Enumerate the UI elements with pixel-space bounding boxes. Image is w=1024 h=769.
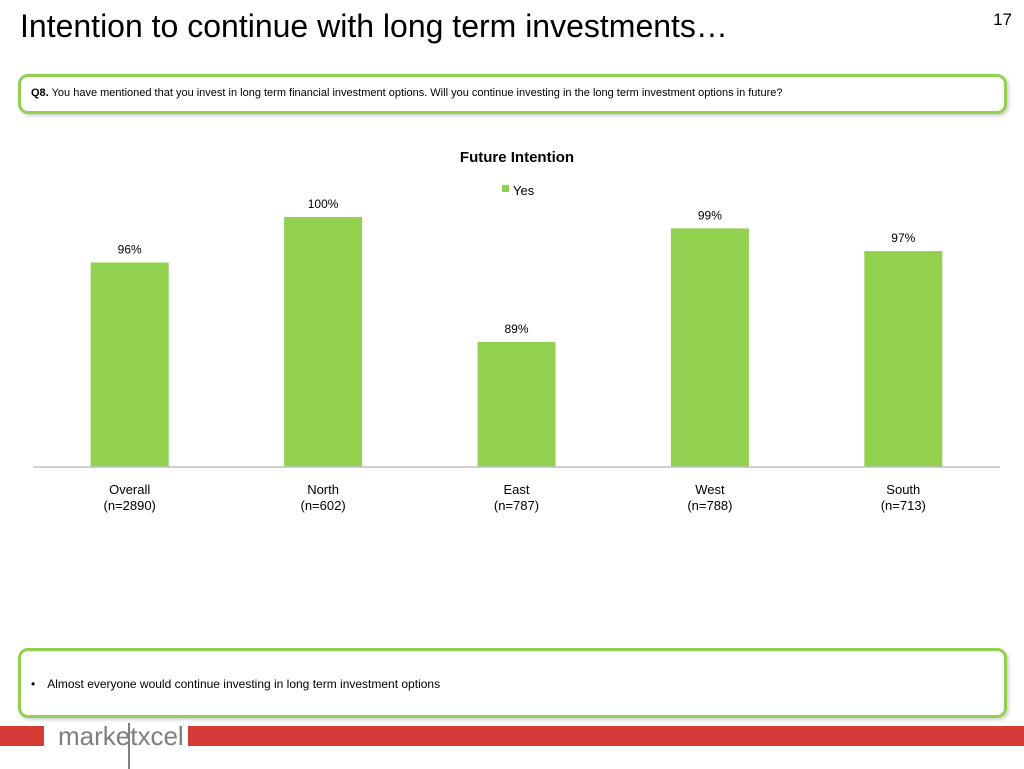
bullet-icon: • [31,677,36,691]
category-sublabel: (n=2890) [103,498,155,513]
data-label: 97% [891,231,915,245]
category-sublabel: (n=787) [494,498,539,513]
notes-list: • Almost everyone would continue investin… [31,677,440,691]
chart-title: Future Intention [460,149,574,166]
data-label: 100% [308,197,339,211]
question-body: You have mentioned that you invest in lo… [51,87,783,99]
question-label: Q8. [31,87,49,99]
footer-bar-left [0,726,44,746]
category-label: Overall [109,482,150,497]
bar-chart: Future Intention Yes 96% Overall(n=2890) 100… [33,149,1000,513]
category-sublabel: (n=713) [881,498,926,513]
question-text: Q8. You have mentioned that you invest i… [31,87,783,99]
category-label: East [503,482,529,497]
page-number: 17 [993,10,1012,29]
category-sublabel: (n=788) [687,498,732,513]
category-label: South [886,482,920,497]
logo-cursor-mark [128,723,130,769]
notes-box: • Almost everyone would continue investin… [18,648,1007,718]
data-label: 96% [118,243,142,257]
legend-swatch [502,185,509,192]
bar [90,262,169,467]
category-label: North [307,482,339,497]
logo-text: marketxcel [58,721,184,751]
slide-title: Intention to continue with long term inv… [20,8,728,44]
category-sublabel: (n=602) [301,498,346,513]
data-label: 89% [504,322,528,336]
bar [284,217,363,467]
data-label: 99% [698,208,722,222]
category-label: West [695,482,725,497]
marketxcel-logo: marketxcel [58,721,184,769]
question-box: Q8. You have mentioned that you invest i… [18,74,1007,114]
footer-bar-right [188,726,1024,746]
bar [670,228,749,467]
note-item: Almost everyone would continue investing… [47,677,441,691]
bar [477,342,556,467]
legend-label: Yes [513,183,535,198]
bar [864,251,943,467]
